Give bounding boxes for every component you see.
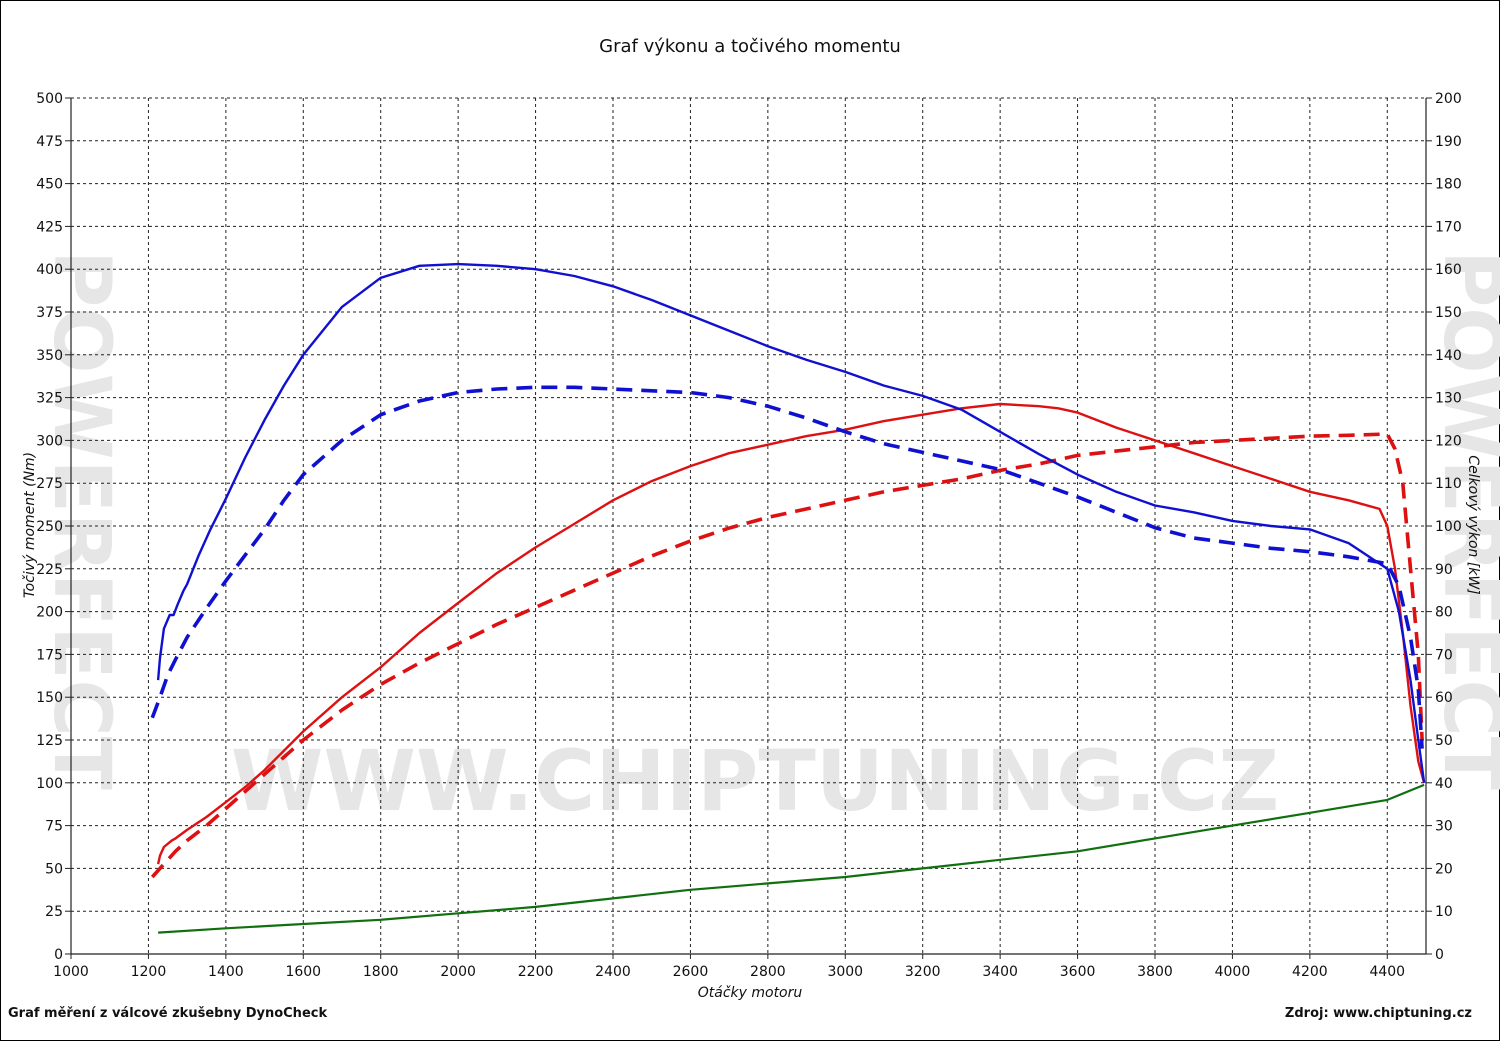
y2-tick-label: 100	[1435, 519, 1462, 535]
y-tick-label: 475	[36, 134, 63, 150]
y2-tick-label: 40	[1435, 776, 1453, 792]
watermark-text: WWW.CHIPTUNING.CZ	[231, 732, 1280, 830]
y-tick-label: 500	[36, 91, 63, 107]
y-tick-label: 75	[45, 819, 63, 835]
x-tick-label: 4400	[1369, 964, 1405, 980]
y2-tick-label: 130	[1435, 391, 1462, 407]
y-tick-label: 100	[36, 776, 63, 792]
y2-tick-label: 60	[1435, 690, 1453, 706]
x-tick-label: 4200	[1292, 964, 1328, 980]
series-line-torque_tuned	[156, 262, 1426, 783]
y2-tick-label: 160	[1435, 262, 1462, 278]
y2-tick-label: 80	[1435, 605, 1453, 621]
x-tick-label: 1400	[208, 964, 244, 980]
y-tick-label: 325	[36, 391, 63, 407]
y-tick-label: 150	[36, 690, 63, 706]
y2-tick-label: 200	[1435, 91, 1462, 107]
y2-tick-label: 180	[1435, 177, 1462, 193]
chart-title: Graf výkonu a točivého momentu	[599, 36, 901, 57]
y2-tick-label: 190	[1435, 134, 1462, 150]
x-tick-label: 2400	[595, 964, 631, 980]
y-tick-label: 350	[36, 348, 63, 364]
y2-tick-label: 10	[1435, 904, 1453, 920]
series-line-power_stock	[150, 432, 1424, 879]
x-tick-label: 3400	[982, 964, 1018, 980]
y-tick-label: 375	[36, 305, 63, 321]
y-tick-label: 200	[36, 605, 63, 621]
side-watermark-left: POWERFECT	[36, 250, 126, 790]
x-tick-label: 2600	[673, 964, 709, 980]
y-tick-label: 125	[36, 733, 63, 749]
y-tick-label: 250	[36, 519, 63, 535]
y-tick-label: 400	[36, 262, 63, 278]
y-tick-label: 50	[45, 861, 63, 877]
x-tick-label: 3800	[1137, 964, 1173, 980]
y2-tick-label: 170	[1435, 219, 1462, 235]
y2-tick-label: 120	[1435, 433, 1462, 449]
y-axis-label: Točivý moment (Nm)	[22, 451, 38, 599]
y-tick-label: 425	[36, 219, 63, 235]
x-tick-label: 3000	[827, 964, 863, 980]
series-line-power_loss	[158, 783, 1425, 934]
y2-tick-label: 140	[1435, 348, 1462, 364]
footer-source-note: Graf měření z válcové zkušebny DynoCheck	[8, 1006, 328, 1021]
y2-tick-label: 30	[1435, 819, 1453, 835]
x-tick-label: 1200	[131, 964, 167, 980]
y-tick-label: 0	[54, 947, 63, 963]
y-tick-label: 275	[36, 476, 63, 492]
y2-tick-label: 90	[1435, 562, 1453, 578]
footer-url: Zdroj: www.chiptuning.cz	[1284, 1006, 1472, 1021]
series-line-power_tuned	[156, 402, 1426, 865]
y2-tick-label: 70	[1435, 647, 1453, 663]
y-tick-label: 175	[36, 647, 63, 663]
y-tick-label: 300	[36, 433, 63, 449]
y2-tick-label: 0	[1435, 947, 1444, 963]
side-watermark-right: POWERFECT	[1426, 250, 1500, 790]
watermark: WWW.CHIPTUNING.CZ POWERFECT POWERFECT	[36, 250, 1500, 830]
x-tick-label: 1800	[363, 964, 399, 980]
y2-tick-label: 150	[1435, 305, 1462, 321]
x-tick-label: 1000	[53, 964, 89, 980]
x-tick-label: 2000	[440, 964, 476, 980]
x-tick-label: 2200	[518, 964, 554, 980]
y-tick-label: 450	[36, 177, 63, 193]
y2-tick-label: 110	[1435, 476, 1462, 492]
x-tick-label: 3200	[905, 964, 941, 980]
y-tick-label: 25	[45, 904, 63, 920]
x-tick-label: 4000	[1215, 964, 1251, 980]
x-axis-label: Otáčky motoru	[697, 985, 803, 1001]
series-line-torque_stock	[150, 385, 1424, 749]
x-tick-label: 2800	[750, 964, 786, 980]
y2-tick-label: 20	[1435, 861, 1453, 877]
x-tick-label: 3600	[1060, 964, 1096, 980]
y2-axis-label: Celkový výkon [kW]	[1465, 455, 1481, 595]
y-tick-label: 225	[36, 562, 63, 578]
x-tick-label: 1600	[285, 964, 321, 980]
y2-tick-label: 50	[1435, 733, 1453, 749]
